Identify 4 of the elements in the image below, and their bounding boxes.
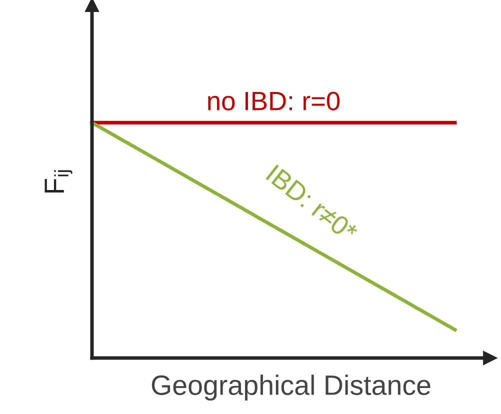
text: IBD: r≠0* [266,164,360,243]
y-axis-title: F$_{ij}$ [44,170,72,193]
x-axis-title: Geographical Distance [152,374,430,401]
series-label: no IBD: r=0 [208,92,340,110]
